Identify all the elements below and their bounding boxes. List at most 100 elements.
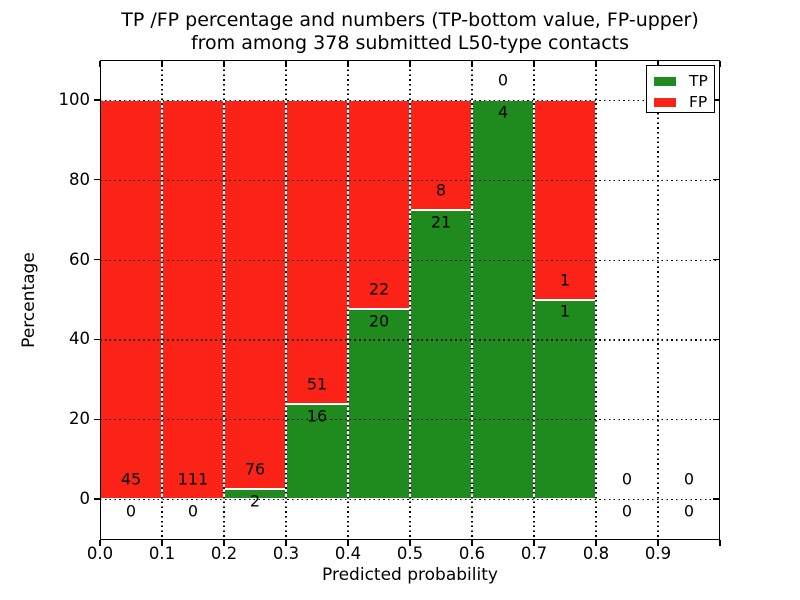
x-tick-top [595, 61, 597, 67]
y-tick [94, 498, 100, 500]
y-tick-label: 80 [69, 169, 90, 189]
y-tick-label: 40 [69, 329, 90, 349]
gridline-vertical [595, 60, 597, 540]
bar-segment-fp [162, 100, 224, 499]
bar-segment-fp [100, 100, 162, 499]
y-tick-right [713, 258, 719, 261]
y-tick-right [713, 179, 719, 181]
x-tick-label: 0.9 [644, 544, 672, 563]
legend-label-fp: FP [689, 93, 708, 111]
y-tick [94, 418, 100, 420]
x-tick-top [657, 61, 659, 67]
x-tick-top [161, 61, 163, 67]
gridline-vertical [533, 60, 535, 540]
chart-title-line2: from among 378 submitted L50-type contac… [190, 32, 630, 54]
x-tick [657, 540, 659, 546]
gridline-vertical [409, 60, 411, 540]
bar-count-label-fp: 0 [621, 469, 633, 489]
bar-count-label-tp: 20 [368, 311, 390, 331]
y-tick-right [713, 418, 719, 420]
bar-count-label-fp: 22 [368, 279, 390, 299]
bar-segment-fp [224, 100, 286, 489]
y-tick-label: 60 [69, 249, 90, 269]
y-tick-right [713, 338, 719, 341]
legend-entry-tp: TP [654, 72, 714, 90]
x-tick [533, 540, 535, 546]
x-tick-top [719, 61, 721, 67]
x-axis-label: Predicted probability [322, 565, 498, 585]
bar-count-label-tp: 4 [497, 102, 509, 122]
x-tick [161, 540, 163, 546]
y-tick-label: 20 [69, 409, 90, 429]
bar-count-label-tp: 1 [559, 301, 571, 321]
bar-count-label-tp: 0 [187, 501, 199, 521]
bar-count-label-tp: 0 [683, 501, 695, 521]
x-tick-top [285, 61, 287, 67]
y-tick [94, 338, 100, 341]
x-tick-top [99, 61, 101, 67]
bar-count-label-tp: 0 [125, 501, 137, 521]
x-tick-label: 0.5 [396, 544, 424, 563]
x-tick-label: 0.2 [210, 544, 238, 563]
y-tick [94, 258, 100, 261]
x-tick-top [347, 61, 349, 67]
gridline-vertical [471, 60, 473, 540]
x-tick-label: 0.4 [334, 544, 362, 563]
bar-count-label-fp: 76 [244, 459, 266, 479]
bar-count-label-tp: 16 [306, 406, 328, 426]
x-tick [595, 540, 597, 546]
x-tick [223, 540, 225, 546]
x-tick-label: 0.1 [148, 544, 176, 563]
x-tick-top [533, 61, 535, 67]
x-tick-label: 0.6 [458, 544, 486, 563]
tp-color-swatch [654, 76, 676, 86]
x-tick-label: 0.3 [272, 544, 300, 563]
legend-entry-fp: FP [654, 93, 714, 111]
fp-color-swatch [654, 97, 676, 107]
x-tick-label: 0.8 [582, 544, 610, 563]
bar-segment-fp [286, 100, 348, 404]
gridline-vertical [223, 60, 225, 540]
y-tick-right [713, 498, 719, 500]
x-tick [347, 540, 349, 546]
bar-count-label-tp: 2 [249, 491, 261, 511]
bar-count-label-fp: 8 [435, 180, 447, 200]
bar-count-label-fp: 1 [559, 270, 571, 290]
x-tick [719, 540, 721, 546]
chart-title-line1: TP /FP percentage and numbers (TP-bottom… [121, 9, 699, 31]
legend-label-tp: TP [689, 72, 708, 90]
bar-count-label-fp: 51 [306, 374, 328, 394]
x-tick-top [223, 61, 225, 67]
bar-segment-fp [348, 100, 410, 310]
x-tick-top [471, 61, 473, 67]
y-tick [94, 99, 100, 101]
gridline-vertical [285, 60, 287, 540]
y-axis-label: Percentage [19, 252, 39, 348]
x-tick [285, 540, 287, 546]
bar-segment-tp [410, 210, 472, 499]
bar-count-label-tp: 0 [621, 501, 633, 521]
y-tick [94, 179, 100, 181]
bar-segment-tp [472, 100, 534, 499]
x-tick-label: 0.7 [520, 544, 548, 563]
bar-segment-tp [348, 309, 410, 499]
x-tick [409, 540, 411, 546]
legend: TP FP [646, 65, 715, 113]
bar-segment-tp [534, 299, 596, 499]
x-tick [471, 540, 473, 546]
bar-count-label-tp: 21 [430, 212, 452, 232]
gridline-vertical [161, 60, 163, 540]
bar-count-label-fp: 45 [120, 469, 142, 489]
gridline-vertical [657, 60, 659, 540]
bar-count-label-fp: 0 [497, 70, 509, 90]
x-tick-label: 0.0 [86, 544, 114, 563]
y-tick-right [713, 99, 719, 101]
y-tick-label: 0 [79, 489, 91, 508]
x-tick [99, 540, 101, 546]
y-tick-label: 100 [58, 90, 91, 109]
bar-count-label-fp: 0 [683, 469, 695, 489]
gridline-vertical [347, 60, 349, 540]
bar-count-label-fp: 111 [177, 469, 209, 489]
x-tick-top [409, 61, 411, 67]
